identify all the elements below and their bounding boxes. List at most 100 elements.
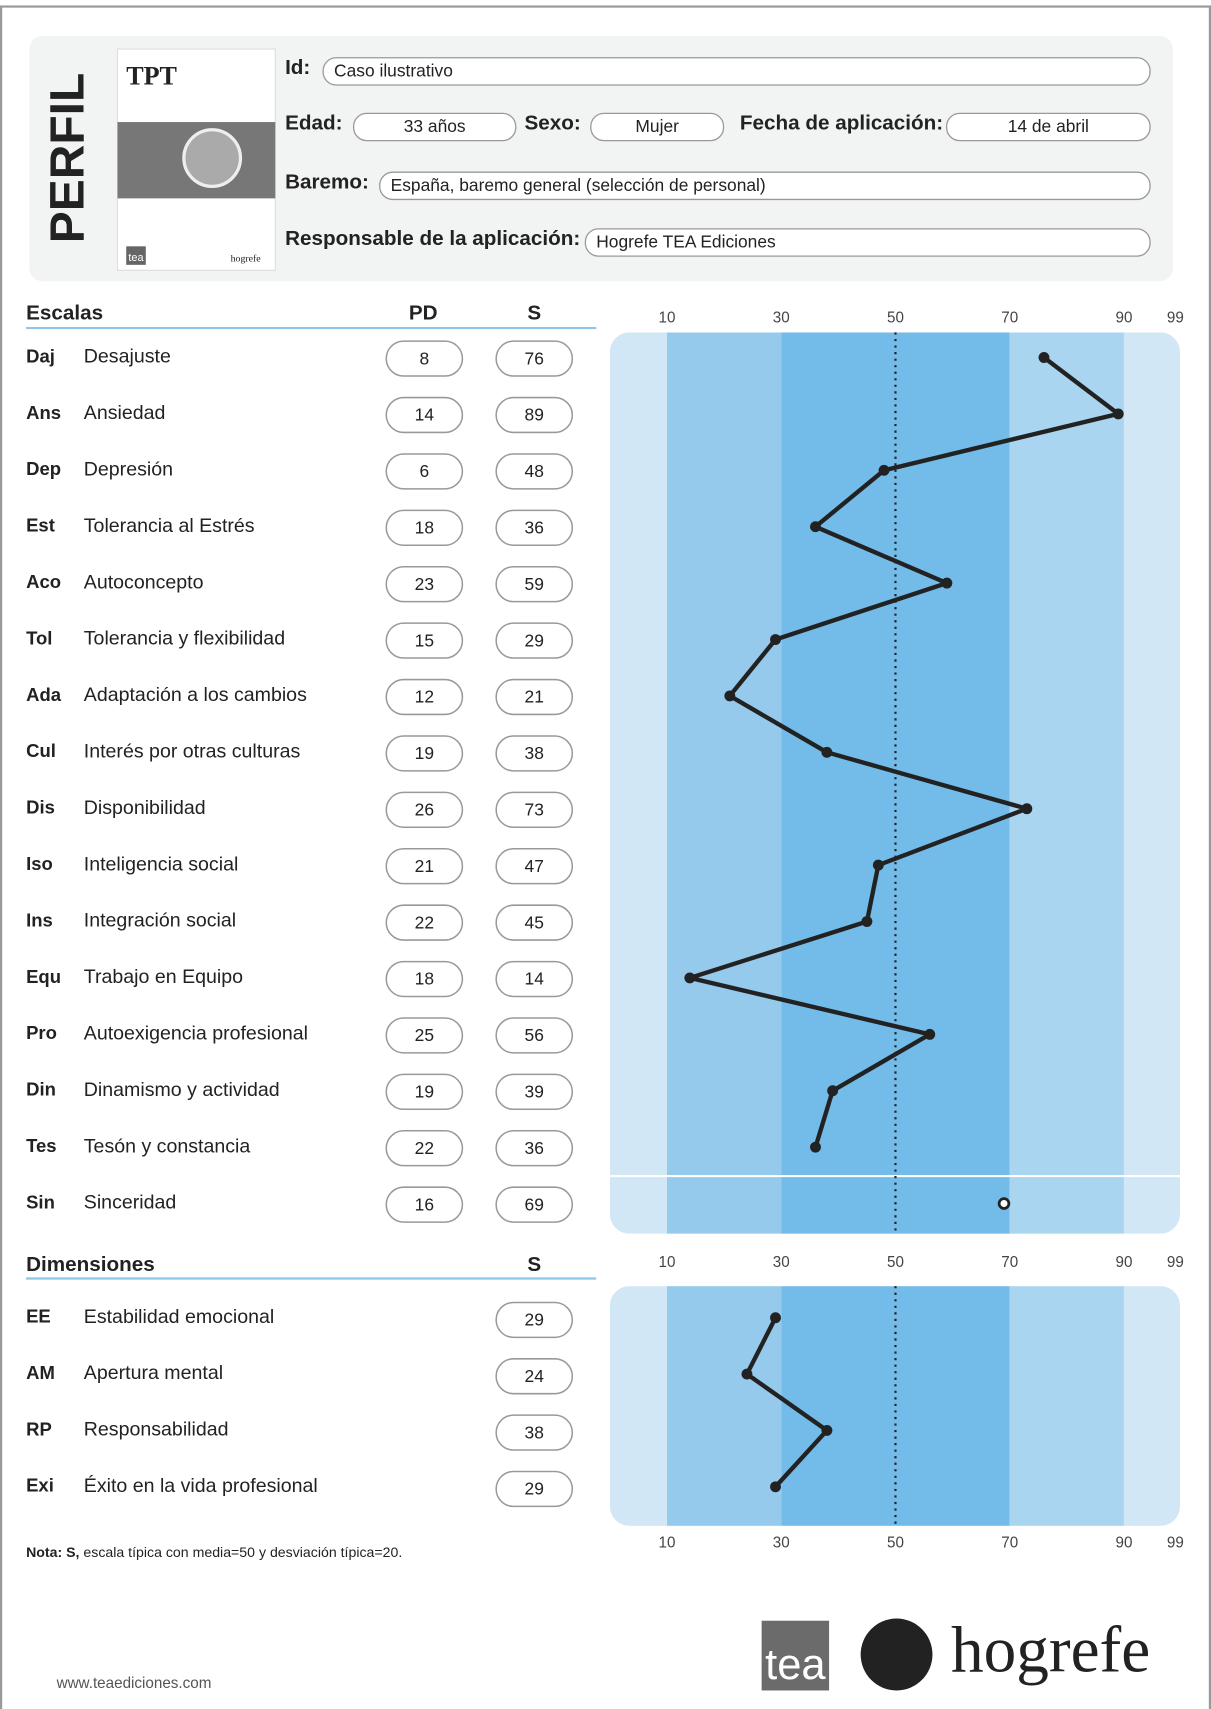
- field-value: 14 de abril: [1008, 116, 1089, 136]
- field-value: 33 años: [404, 116, 466, 136]
- score-box: [495, 848, 574, 885]
- score-box: [495, 1073, 574, 1111]
- dimension-code: Exi: [26, 1475, 54, 1496]
- dimension-name: Estabilidad emocional: [84, 1306, 274, 1328]
- field-box: [379, 171, 1151, 201]
- tick-label: 10: [659, 1254, 676, 1271]
- band: [781, 332, 1010, 1234]
- score: 22: [415, 1138, 434, 1158]
- score-box: [495, 678, 574, 716]
- point: [997, 1197, 1011, 1210]
- note: Nota: S, escala típica con media=50 y de…: [26, 1544, 402, 1560]
- score: 69: [525, 1194, 544, 1214]
- band: [609, 1286, 667, 1526]
- score-box: [385, 1130, 464, 1167]
- scale-name: Adaptación a los cambios: [84, 684, 307, 706]
- score: 36: [525, 1138, 544, 1158]
- scale-code: Pro: [26, 1022, 57, 1043]
- scale-code: Iso: [26, 853, 53, 874]
- tick-label: 10: [659, 309, 676, 326]
- field-value: Mujer: [635, 116, 679, 136]
- scale-name: Desajuste: [84, 346, 171, 368]
- field-value: Hogrefe TEA Ediciones: [596, 232, 776, 252]
- scale-name: Ansiedad: [84, 402, 166, 424]
- point: [827, 1085, 839, 1097]
- score-box: [385, 904, 464, 941]
- score: 38: [525, 1422, 544, 1442]
- score: 25: [415, 1025, 434, 1045]
- tick-label: 50: [887, 1534, 904, 1551]
- point: [741, 1368, 753, 1380]
- scale-code: Tol: [26, 627, 52, 648]
- note-text: escala típica con media=50 y desviación …: [83, 1544, 402, 1560]
- point: [684, 972, 696, 984]
- dimension-name: Responsabilidad: [84, 1419, 229, 1441]
- scales-heading: Escalas: [26, 301, 103, 324]
- score: 76: [525, 348, 544, 368]
- scale-name: Tolerancia y flexibilidad: [84, 628, 285, 650]
- tick-label: 70: [1001, 1254, 1018, 1271]
- point: [1021, 803, 1033, 815]
- score-box: [495, 1017, 574, 1054]
- score: 59: [525, 574, 544, 594]
- tick-label: 50: [887, 309, 904, 326]
- score: 14: [525, 969, 545, 989]
- score-box: [385, 678, 464, 716]
- field-box: [584, 228, 1151, 257]
- point: [770, 1481, 781, 1493]
- point: [1038, 352, 1050, 363]
- header-title: PERFIL: [41, 73, 94, 243]
- score-box: [385, 340, 464, 377]
- hogrefe-logo: hogrefe: [951, 1615, 1150, 1687]
- score: 47: [525, 856, 544, 876]
- field-label: Edad:: [285, 112, 342, 135]
- point: [878, 464, 890, 476]
- field-label: Responsable de la aplicación:: [285, 227, 580, 250]
- scale-code: Equ: [26, 966, 61, 987]
- scale-name: Sinceridad: [84, 1192, 177, 1214]
- score: 24: [525, 1366, 545, 1386]
- score: 23: [415, 574, 434, 594]
- score: 15: [415, 630, 434, 650]
- tea-logo: tea: [765, 1641, 826, 1689]
- tick-label: 90: [1115, 1534, 1132, 1551]
- field-label: Id:: [285, 56, 310, 79]
- point: [821, 1424, 833, 1436]
- band: [666, 332, 782, 1234]
- score-box: [495, 396, 574, 434]
- tea-logo-box: [761, 1620, 830, 1691]
- dimension-code: EE: [26, 1306, 51, 1327]
- tick-label: 70: [1001, 309, 1018, 326]
- point: [941, 577, 953, 589]
- cover-publisher: hogrefe: [231, 254, 262, 265]
- score: 8: [420, 348, 430, 368]
- scale-name: Depresión: [84, 458, 173, 480]
- tick-label: 30: [773, 309, 790, 326]
- score: 73: [525, 800, 544, 820]
- score: 26: [415, 800, 434, 820]
- score-box: [385, 1186, 464, 1223]
- score-box: [495, 509, 574, 546]
- band: [666, 1286, 782, 1526]
- cover-logo: tea: [128, 252, 144, 264]
- score-box: [385, 1017, 464, 1054]
- score-box: [385, 960, 464, 998]
- field-label: Sexo:: [524, 112, 580, 135]
- dimensions-heading: Dimensiones: [26, 1253, 155, 1276]
- scale-name: Interés por otras culturas: [84, 740, 301, 762]
- score: 21: [415, 856, 434, 876]
- scale-name: Integración social: [84, 910, 236, 932]
- tick-label: 99: [1167, 309, 1184, 326]
- band: [609, 332, 667, 1234]
- scale-name: Autoconcepto: [84, 571, 204, 593]
- tick-label: 70: [1001, 1534, 1018, 1551]
- score: 19: [415, 743, 434, 763]
- tick-label: 99: [1167, 1254, 1184, 1271]
- tick-label: 30: [773, 1534, 790, 1551]
- scale-code: Ans: [26, 402, 61, 423]
- scale-name: Disponibilidad: [84, 797, 206, 819]
- score-box: [495, 1130, 574, 1167]
- score: 29: [525, 1479, 544, 1499]
- point: [810, 1141, 821, 1153]
